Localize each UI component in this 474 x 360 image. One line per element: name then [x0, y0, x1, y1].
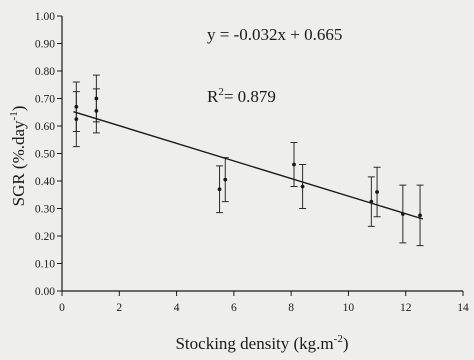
data-point	[301, 185, 305, 189]
x-tick-label: 10	[343, 302, 355, 314]
y-tick-label: 0.70	[35, 94, 55, 106]
y-tick-label: 0.00	[35, 286, 55, 298]
x-tick-label: 12	[400, 302, 412, 314]
data-point	[94, 109, 98, 113]
x-tick-label: 14	[457, 302, 469, 314]
data-point	[74, 105, 78, 109]
x-tick-label: 8	[288, 302, 294, 314]
x-axis-title: Stocking density (kg.m-2)	[175, 333, 348, 353]
y-tick-labels: 0.00 0.10 0.20 0.30 0.40 0.50 0.60 0.70 0.80 0.90…	[35, 11, 55, 298]
data-point	[292, 163, 296, 167]
y-tick-label: 1.00	[35, 11, 55, 23]
x-tick-label: 6	[231, 302, 237, 314]
y-tick-label: 0.90	[35, 39, 55, 51]
y-tick-label: 0.80	[35, 66, 55, 78]
y-tick-label: 0.40	[35, 176, 55, 188]
y-tick-label: 0.50	[35, 149, 55, 161]
data-point	[418, 213, 422, 217]
axis-ticks	[57, 16, 463, 296]
data-point	[218, 187, 222, 191]
x-tick-label: 0	[59, 302, 65, 314]
x-tick-label: 2	[116, 302, 122, 314]
data-point	[74, 117, 78, 121]
y-tick-label: 0.10	[35, 259, 55, 271]
data-point	[223, 178, 227, 182]
x-tick-label: 4	[174, 302, 180, 314]
y-tick-label: 0.30	[35, 204, 55, 216]
r-squared-annotation: R2= 0.879	[207, 86, 276, 106]
data-point	[369, 200, 373, 204]
data-points	[74, 97, 422, 218]
data-point	[401, 212, 405, 216]
y-axis-title: SGR (%.day-1)	[8, 106, 28, 207]
y-tick-label: 0.20	[35, 231, 55, 243]
data-point	[94, 97, 98, 101]
x-tick-labels: 0 2 4 6 8 10 12 14	[59, 302, 469, 314]
data-point	[375, 190, 379, 194]
y-tick-label: 0.60	[35, 121, 55, 133]
equation-annotation: y = -0.032x + 0.665	[207, 25, 342, 44]
